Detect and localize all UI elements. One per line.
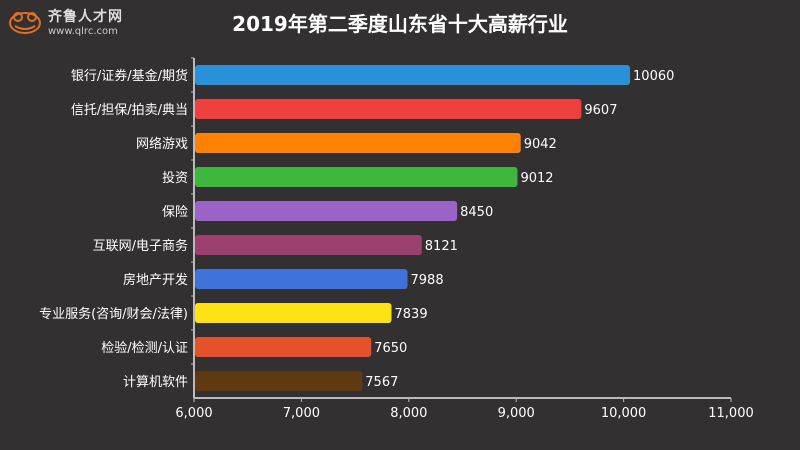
data-label: 8121 (425, 239, 458, 254)
category-label: 投资 (162, 170, 188, 186)
category-label: 银行/证券/基金/期货 (71, 68, 188, 84)
bar (195, 303, 392, 323)
data-label: 9607 (584, 103, 617, 118)
category-label: 互联网/电子商务 (93, 238, 188, 254)
category-label: 房地产开发 (123, 272, 188, 288)
data-label: 8450 (460, 205, 493, 220)
data-label: 7567 (365, 375, 398, 390)
category-label: 网络游戏 (136, 136, 188, 152)
logo-url: www.qlrc.com (48, 26, 118, 37)
bar (195, 337, 372, 357)
bar (195, 235, 422, 255)
chart-title: 2019年第二季度山东省十大高薪行业 (232, 12, 568, 36)
bar (195, 167, 518, 187)
x-tick-label: 9,000 (498, 406, 535, 421)
bar (195, 65, 631, 85)
x-tick-label: 10,000 (601, 406, 647, 421)
category-label: 检验/检测/认证 (101, 340, 188, 356)
bar (195, 133, 521, 153)
category-label: 信托/担保/拍卖/典当 (71, 103, 188, 118)
x-tick-label: 6,000 (175, 406, 212, 421)
logo: 齐鲁人才网 www.qlrc.com (8, 6, 123, 37)
x-tick-label: 11,000 (708, 406, 754, 421)
x-tick-label: 7,000 (283, 406, 320, 421)
x-tick-label: 8,000 (390, 406, 427, 421)
data-label: 9042 (524, 137, 557, 152)
bar (195, 269, 408, 289)
bar (195, 201, 458, 221)
data-label: 10060 (633, 69, 674, 84)
category-label: 计算机软件 (123, 375, 188, 390)
logo-name: 齐鲁人才网 (48, 9, 123, 25)
category-label: 保险 (162, 205, 188, 220)
category-label: 专业服务(咨询/财会/法律) (39, 306, 188, 322)
data-label: 7988 (411, 273, 444, 288)
data-label: 7650 (374, 341, 407, 356)
data-label: 7839 (395, 307, 428, 322)
bar (195, 99, 582, 119)
data-label: 9012 (520, 171, 553, 186)
bar (195, 371, 363, 391)
frog-logo-icon (9, 11, 41, 34)
